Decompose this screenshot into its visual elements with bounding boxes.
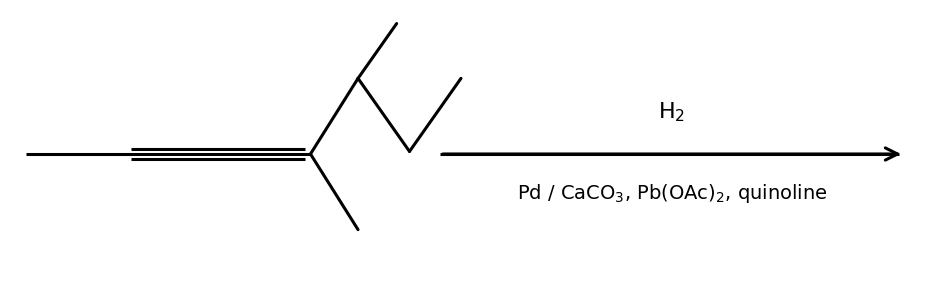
Text: Pd / CaCO$_3$, Pb(OAc)$_2$, quinoline: Pd / CaCO$_3$, Pb(OAc)$_2$, quinoline — [517, 182, 827, 205]
Text: H$_2$: H$_2$ — [658, 101, 686, 124]
